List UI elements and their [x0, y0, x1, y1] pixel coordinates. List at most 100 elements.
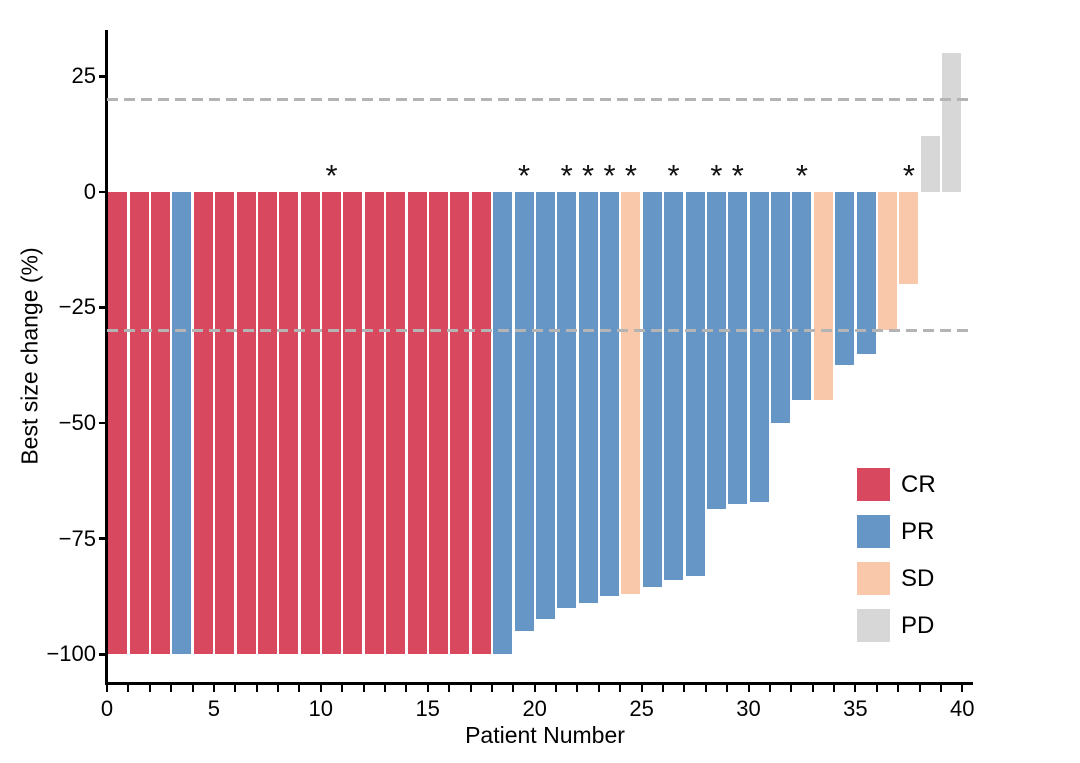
bar-patient-40 [942, 53, 962, 192]
x-tick-label-20: 20 [522, 696, 547, 721]
asterisk-patient-33: * [795, 158, 808, 193]
x-tick-17 [469, 684, 472, 692]
bar-patient-33 [792, 191, 812, 400]
x-tick-36 [875, 684, 878, 692]
x-tick-27 [683, 684, 686, 692]
x-tick-label-40: 40 [950, 696, 975, 721]
x-axis-line [105, 682, 973, 685]
x-tick-18 [490, 684, 493, 692]
x-tick-38 [918, 684, 921, 692]
y-tick--100 [99, 653, 106, 656]
x-tick-label-15: 15 [415, 696, 440, 721]
asterisk-patient-22: * [560, 158, 573, 193]
x-tick-34 [833, 684, 835, 692]
bar-patient-27 [664, 191, 684, 581]
legend-swatch-pd [857, 609, 890, 642]
x-tick-35 [854, 684, 857, 692]
bar-patient-32 [771, 191, 791, 423]
legend-label-sd: SD [901, 565, 935, 592]
bar-patient-5 [193, 191, 213, 655]
bar-patient-1 [108, 191, 128, 655]
asterisk-patient-38: * [902, 158, 915, 193]
x-tick-11 [341, 684, 344, 692]
x-tick-25 [640, 684, 643, 692]
bar-patient-13 [364, 191, 384, 655]
y-axis-title: Best size change (%) [16, 247, 43, 465]
y-tick--75 [99, 537, 106, 540]
bar-patient-26 [642, 191, 662, 588]
y-tick--50 [99, 421, 106, 425]
bar-patient-23 [578, 191, 598, 604]
x-tick-28 [704, 684, 707, 692]
bar-patient-21 [535, 191, 555, 620]
x-tick-label-25: 25 [629, 696, 654, 721]
x-tick-23 [597, 684, 600, 692]
x-tick-0 [106, 684, 108, 692]
x-tick-4 [191, 684, 194, 692]
legend-swatch-sd [857, 562, 890, 595]
x-tick-5 [212, 684, 215, 692]
y-tick-label--100: −100 [46, 641, 96, 667]
bar-patient-10 [300, 191, 320, 655]
legend-label-pr: PR [901, 518, 935, 545]
bar-patient-36 [856, 191, 876, 354]
x-tick-label-5: 5 [207, 696, 221, 721]
x-tick-label-10: 10 [308, 696, 334, 721]
x-tick-26 [662, 684, 664, 692]
x-tick-12 [362, 684, 365, 692]
x-tick-29 [726, 684, 729, 692]
y-tick-label--25: −25 [58, 294, 96, 320]
bar-patient-28 [685, 191, 705, 576]
y-tick-label-0: 0 [83, 178, 96, 204]
bar-patient-9 [279, 191, 299, 655]
x-tick-24 [619, 684, 622, 692]
x-tick-32 [790, 684, 793, 692]
asterisk-patient-29: * [710, 158, 723, 193]
bar-patient-7 [236, 191, 256, 655]
legend-label-pd: PD [901, 612, 935, 639]
x-tick-13 [384, 684, 386, 692]
bar-patient-16 [428, 191, 448, 655]
x-tick-39 [939, 684, 942, 692]
y-tick-0 [99, 190, 106, 194]
x-tick-8 [277, 684, 280, 692]
y-tick--25 [99, 306, 106, 309]
x-tick-37 [897, 684, 900, 692]
x-tick-7 [255, 684, 258, 692]
bar-patient-14 [386, 191, 406, 655]
bar-patient-4 [172, 191, 192, 655]
bar-patient-11 [322, 191, 341, 655]
y-tick-25 [99, 75, 106, 78]
bar-patient-3 [151, 191, 170, 655]
x-tick-2 [148, 684, 151, 692]
x-tick-6 [234, 684, 237, 692]
x-tick-15 [426, 684, 429, 692]
x-tick-1 [127, 684, 130, 692]
x-axis-title: Patient Number [465, 722, 625, 748]
asterisk-patient-27: * [667, 158, 680, 193]
x-tick-21 [555, 684, 557, 692]
y-tick-label--75: −75 [58, 525, 96, 551]
bar-patient-29 [706, 191, 726, 509]
asterisk-patient-30: * [731, 158, 744, 193]
bar-patient-18 [471, 191, 491, 655]
bar-patient-25 [621, 191, 641, 595]
bar-patient-35 [835, 191, 855, 366]
bar-patient-30 [728, 191, 748, 504]
x-tick-22 [576, 684, 579, 692]
bar-patient-22 [557, 191, 577, 608]
y-axis-line [105, 30, 108, 685]
x-tick-14 [405, 684, 408, 692]
asterisk-patient-11: * [325, 158, 338, 193]
reference-line-minus30 [107, 329, 973, 333]
x-tick-10 [319, 684, 322, 692]
x-tick-33 [811, 684, 814, 692]
bar-patient-17 [450, 191, 470, 655]
bar-patient-19 [493, 191, 513, 655]
bar-patient-12 [343, 191, 363, 655]
x-tick-16 [448, 684, 451, 692]
legend-label-cr: CR [901, 471, 936, 498]
bar-patient-37 [878, 191, 897, 331]
